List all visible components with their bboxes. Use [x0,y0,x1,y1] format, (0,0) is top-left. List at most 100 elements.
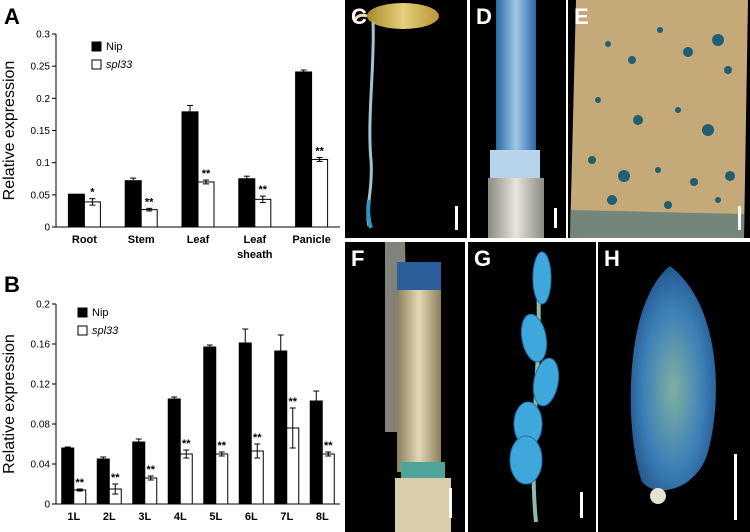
legend-label: Nip [92,307,109,319]
significance-mark: ** [146,464,155,476]
photo-e-leaf: E [568,0,750,238]
panel-label-f: F [351,246,365,271]
bar-nip-6l [238,342,252,505]
scale-bar-h [734,454,737,520]
y-tick-label: 0.04 [31,460,51,471]
bar-spl33-panicle [311,158,329,228]
bar-nip-root [67,193,85,228]
scale-bar-g [580,492,583,518]
root-shape [366,21,375,227]
bar-spl33-leaf-sheath [254,198,272,228]
panel-label-c: C [351,4,367,29]
y-tick-label: 0.2 [36,94,50,105]
chart-b: Relative expression 0 0.04 0.08 0.12 0.16 0.2 *… [1,300,340,523]
y-tick-label: 0.3 [36,30,50,41]
significance-mark: ** [217,440,226,452]
y-tick-label: 0 [44,500,50,511]
significance-mark: ** [259,184,268,196]
spikelet-drawing [630,266,716,504]
y-tick-label: 0.15 [31,126,51,137]
y-axis-label: Relative expression [1,61,18,201]
bar-nip-leaf [181,111,199,228]
x-tick-label: 2L [103,511,116,523]
y-tick-label: 0.2 [36,300,50,311]
bar-nip-4l [167,398,181,505]
significance-mark: ** [253,432,262,444]
seed-shape [367,3,439,29]
seedling-drawing [353,3,439,229]
bar-spl33-5l [215,453,229,505]
bar-spl33-4l [179,453,193,505]
y-tick-label: 0.16 [31,340,51,351]
significance-mark: ** [202,168,211,180]
bar-spl33-1l [73,489,87,505]
y-tick-label: 0.05 [31,190,51,201]
x-tick-label: 6L [245,511,258,523]
x-tick-label: Stem [128,234,155,246]
legend-label: spl33 [92,325,119,337]
leaf-drawing [570,0,748,238]
bar-nip-3l [132,441,146,505]
bar-spl33-3l [144,477,158,505]
bar-nip-stem [124,180,142,228]
scale-bar-e [738,206,741,230]
significance-mark: ** [324,440,333,452]
panicle-drawing [509,251,560,523]
x-tick-label: Root [72,234,97,246]
significance-mark: ** [315,146,324,158]
x-tick-label: sheath [237,249,273,261]
y-tick-label: 0 [44,223,50,234]
bar-spl33-8l [321,453,335,505]
legend-label: Nip [106,41,123,53]
bar-nip-1l [61,447,75,505]
bar-nip-7l [274,350,288,505]
y-tick-label: 0.25 [31,62,51,73]
photo-g-panicle: G [468,242,596,532]
bar-nip-8l [309,400,323,505]
y-tick-label: 0.1 [36,158,50,169]
y-tick-label: 0.08 [31,420,51,431]
legend-swatch [91,59,102,70]
significance-mark: ** [75,477,84,489]
significance-mark: * [90,187,95,199]
bar-spl33-stem [140,209,158,228]
x-tick-label: Panicle [292,234,331,246]
legend-swatch [77,325,88,336]
bar-spl33-6l [250,450,264,505]
panel-label-b: B [4,272,20,297]
scale-bar-d [554,208,557,228]
x-tick-label: 8L [316,511,329,523]
photo-d-stem: D [470,0,566,238]
x-tick-label: 7L [280,511,293,523]
legend-swatch [91,41,102,52]
panel-label-d: D [476,4,492,29]
y-tick-label: 0.12 [31,380,51,391]
panel-label-h: H [604,246,620,271]
y-axis-label: Relative expression [1,334,18,474]
bar-nip-5l [203,346,217,505]
bar-nip-panicle [295,71,313,228]
photo-f-sheath: F [345,242,465,532]
photo-c-seedling: C [345,0,467,238]
legend-swatch [77,307,88,318]
scale-bar-c [455,206,458,230]
significance-mark: ** [145,196,154,208]
scale-bar-f [449,488,452,518]
chart-a: Relative expression 0 0.05 0.1 0.15 0.2 0.25 0.… [1,30,340,261]
legend-label: spl33 [106,59,133,71]
bar-spl33-root [83,201,101,228]
x-tick-label: 5L [209,511,222,523]
bar-spl33-leaf [197,181,215,228]
x-tick-label: 1L [67,511,80,523]
x-tick-label: Leaf [187,234,210,246]
panel-label-a: A [4,4,20,29]
bar-nip-2l [96,458,110,505]
panel-label-g: G [474,246,492,271]
photo-h-spikelet: H [598,242,750,532]
significance-mark: ** [288,396,297,408]
stem-drawing [488,0,544,238]
x-tick-label: 3L [138,511,151,523]
bar-nip-leaf-sheath [238,178,256,228]
x-tick-label: Leaf [243,234,266,246]
